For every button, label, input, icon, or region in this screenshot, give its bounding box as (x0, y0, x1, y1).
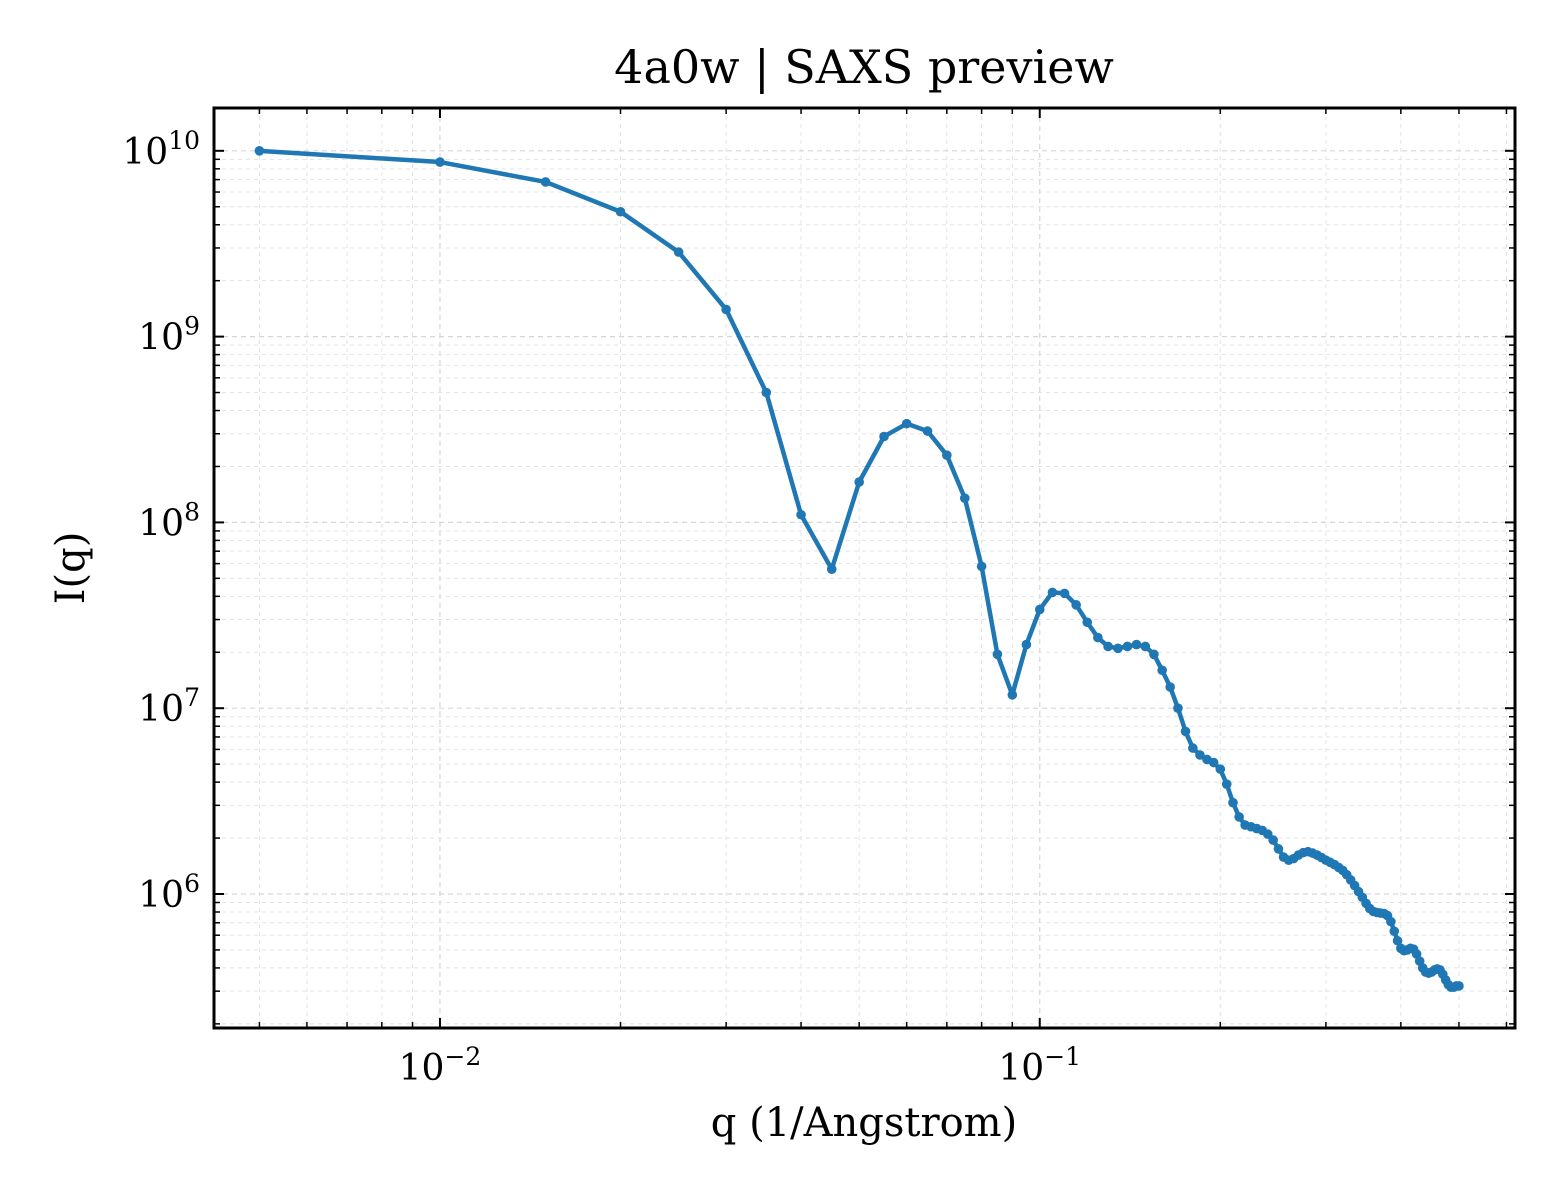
data-point (615, 206, 626, 217)
data-point (1113, 643, 1123, 654)
data-point (1093, 632, 1103, 643)
data-point (901, 418, 912, 429)
y-tick-label-base: 10 (138, 503, 184, 544)
grid (214, 108, 1515, 1028)
x-tick-label: 10−2 (399, 1042, 482, 1089)
x-tick-label-base: 10 (998, 1048, 1044, 1089)
data-point (1215, 764, 1226, 774)
y-axis-label: I(q) (48, 532, 94, 605)
chart-title: 4a0w | SAXS preview (614, 40, 1114, 94)
data-point (976, 561, 987, 572)
series-group (254, 146, 1464, 993)
data-point (761, 387, 772, 398)
data-point (1208, 757, 1219, 768)
y-tick-label-exponent: 6 (184, 869, 200, 898)
y-tick-label-base: 10 (122, 132, 168, 173)
data-point (1188, 743, 1198, 753)
plot-frame (212, 106, 1517, 1030)
data-point (1273, 844, 1284, 854)
y-tick-label-base: 10 (138, 318, 184, 359)
data-point (1021, 639, 1032, 650)
y-tick-label-exponent: 10 (168, 126, 200, 155)
data-point (1180, 726, 1191, 737)
data-point (1268, 835, 1278, 845)
data-point (854, 477, 864, 487)
data-point (1228, 797, 1238, 808)
data-point (1047, 587, 1058, 598)
y-tick-label-base: 10 (138, 689, 184, 730)
data-point (1071, 600, 1081, 610)
data-point (1389, 926, 1400, 937)
data-point (879, 431, 889, 442)
data-point (796, 509, 806, 520)
data-point (1386, 916, 1396, 927)
data-point (1454, 981, 1464, 991)
data-point (1007, 690, 1018, 700)
data-point (1195, 750, 1205, 760)
x-tick-label-exponent: −2 (444, 1042, 481, 1071)
y-tick-label-base: 10 (138, 875, 184, 916)
data-point (960, 493, 970, 503)
data-point (435, 157, 445, 167)
data-point (1234, 812, 1244, 822)
data-point (1082, 617, 1093, 628)
data-point (922, 426, 933, 436)
data-point (1173, 703, 1183, 713)
y-tick-label: 107 (138, 683, 200, 730)
y-tick-label-exponent: 9 (184, 312, 200, 341)
y-tick-label-exponent: 8 (184, 497, 200, 526)
x-tick-label: 10−1 (998, 1042, 1081, 1089)
data-point (254, 146, 265, 156)
data-point (1157, 665, 1167, 676)
data-point (1034, 604, 1045, 615)
data-point (1122, 641, 1133, 652)
data-point (1149, 649, 1159, 660)
data-point (826, 564, 837, 574)
y-tick-label: 109 (138, 312, 200, 359)
data-point (942, 450, 952, 461)
data-point (1103, 641, 1113, 652)
y-tick-label-exponent: 7 (184, 683, 200, 712)
data-point (1140, 641, 1151, 652)
data-point (1131, 639, 1142, 650)
x-axis-label: q (1/Angstrom) (711, 1100, 1017, 1146)
y-tick-label: 108 (138, 497, 200, 544)
y-tick-label: 106 (138, 869, 200, 916)
data-point (540, 177, 551, 187)
y-tick-label: 1010 (122, 126, 200, 173)
x-tick-label-exponent: −1 (1044, 1042, 1081, 1071)
data-point (721, 304, 731, 315)
data-point (1392, 935, 1403, 946)
data-point (992, 649, 1003, 660)
data-point (1165, 682, 1175, 692)
data-point (673, 247, 684, 257)
data-point (1059, 588, 1070, 599)
data-point (1221, 779, 1232, 789)
x-tick-label-base: 10 (399, 1048, 445, 1089)
